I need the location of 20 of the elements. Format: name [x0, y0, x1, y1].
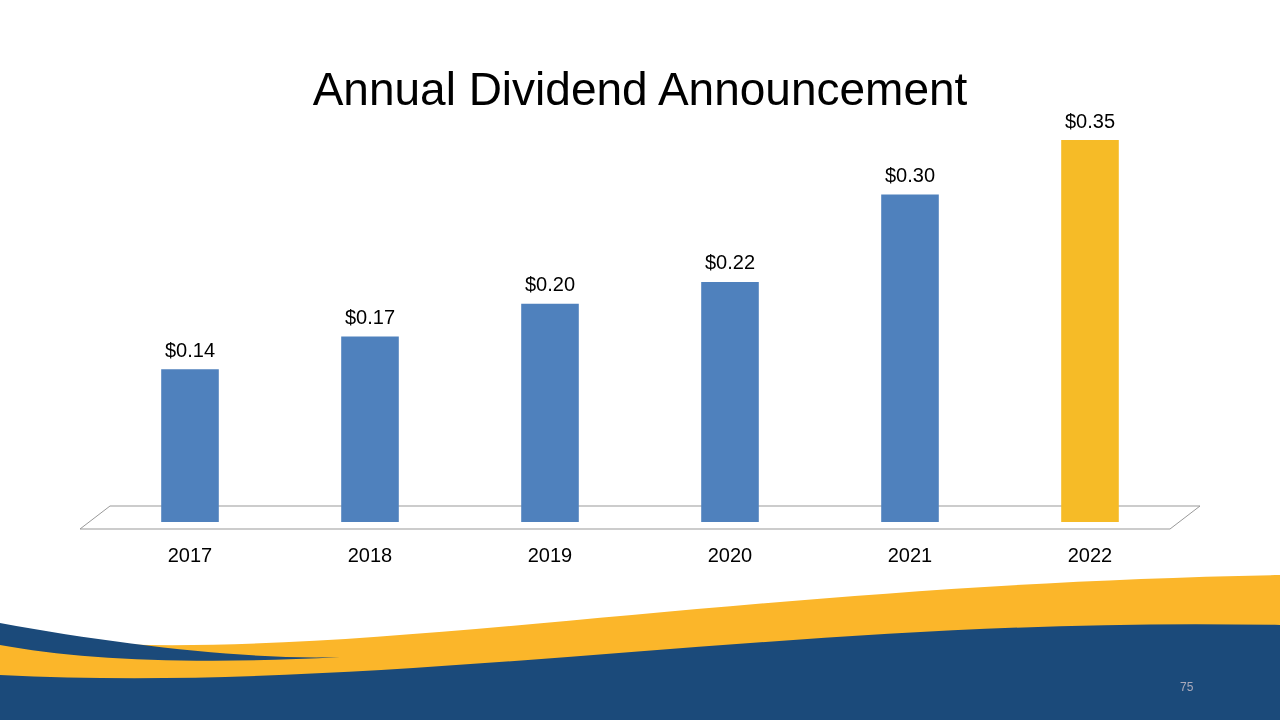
x-tick-label: 2020	[707, 543, 753, 566]
x-tick-label: 2019	[527, 543, 573, 566]
x-tick-label: 2018	[347, 543, 393, 566]
bar	[341, 336, 399, 522]
x-tick-label: 2021	[887, 543, 933, 566]
bar	[701, 281, 759, 522]
x-tick-label: 2017	[167, 543, 213, 566]
bar	[881, 194, 939, 522]
bar	[161, 369, 219, 522]
bar	[521, 303, 579, 522]
bar	[1061, 140, 1119, 522]
data-label: $0.35	[1064, 109, 1116, 132]
chart-title: Annual Dividend Announcement	[312, 63, 968, 115]
data-label: $0.14	[164, 338, 216, 361]
data-label: $0.22	[704, 251, 756, 274]
x-tick-label: 2022	[1067, 543, 1113, 566]
data-label: $0.30	[884, 164, 936, 187]
data-label: $0.17	[344, 305, 396, 328]
text: 75	[1180, 680, 1194, 694]
data-label: $0.20	[524, 273, 576, 296]
